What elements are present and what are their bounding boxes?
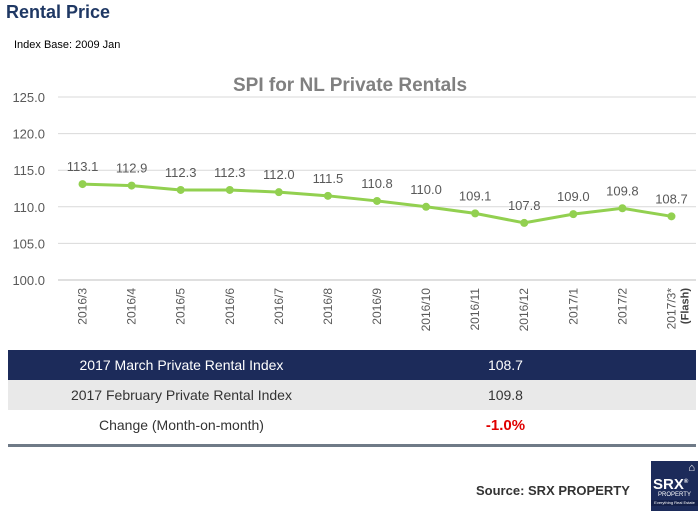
x-tick-label: 2017/1	[566, 288, 580, 325]
x-axis: 2016/3 2016/4 2016/5 2016/6 2016/7 2016/8 2016…	[76, 288, 692, 332]
data-label: 112.0	[263, 167, 295, 182]
data-labels: 113.1 112.9 112.3 112.3 112.0 111.5 110.8 110.0…	[67, 159, 688, 213]
x-tick-label: 2016/9	[370, 288, 384, 325]
data-label: 110.0	[410, 182, 442, 197]
data-point	[618, 204, 627, 213]
srx-logo: ⌂ SRX® PROPERTY Everything Real Estate	[651, 461, 698, 511]
row-value: 108.7	[487, 357, 523, 373]
x-tick-label: 2016/5	[174, 288, 188, 325]
x-tick-label: 2016/10	[419, 288, 433, 332]
data-label: 109.1	[459, 188, 492, 203]
x-tick-label: 2016/4	[125, 288, 139, 325]
table-row: Change (Month-on-month) -1.0%	[8, 410, 696, 440]
row-label: Change (Month-on-month)	[98, 417, 264, 433]
data-point	[274, 188, 283, 197]
y-tick-label: 115.0	[13, 163, 45, 178]
data-point	[667, 212, 676, 221]
data-label: 113.1	[67, 159, 99, 174]
row-value: 109.8	[487, 387, 523, 403]
data-label: 108.7	[655, 191, 688, 206]
table-bottom-divider	[8, 444, 696, 447]
data-point	[373, 196, 381, 205]
change-value: -1.0%	[485, 416, 526, 434]
logo-tagline: Everything Real Estate	[651, 500, 698, 506]
data-label: 112.3	[165, 165, 197, 180]
data-point	[225, 185, 234, 194]
row-label: 2017 March Private Rental Index	[79, 357, 284, 373]
table-row: 2017 February Private Rental Index 109.8	[8, 380, 696, 410]
table-row: 2017 March Private Rental Index 108.7	[8, 350, 696, 380]
data-point	[78, 180, 87, 189]
data-point	[471, 209, 480, 218]
y-tick-label: 105.0	[12, 236, 45, 251]
y-tick-label: 120.0	[12, 127, 45, 142]
x-tick-label: 2016/8	[321, 288, 335, 325]
data-point	[569, 210, 578, 219]
data-point	[520, 218, 529, 227]
data-label: 109.0	[557, 189, 590, 204]
x-tick-label: 2016/6	[223, 288, 237, 325]
summary-table: 2017 March Private Rental Index 108.7 20…	[8, 350, 696, 440]
logo-brand: SRX®	[653, 476, 689, 493]
home-icon: ⌂	[688, 462, 695, 474]
chart-title: SPI for NL Private Rentals	[233, 75, 467, 96]
data-label: 110.8	[361, 176, 393, 191]
x-tick-label: 2016/12	[517, 288, 531, 332]
data-label: 109.8	[606, 183, 639, 198]
x-tick-label: 2017/3*	[664, 288, 678, 330]
y-tick-label: 100.0	[12, 273, 45, 288]
x-tick-label: 2016/7	[272, 288, 286, 325]
data-point	[422, 202, 431, 211]
data-point	[176, 185, 185, 194]
data-point	[127, 181, 136, 190]
gridlines	[58, 96, 696, 281]
logo-subtitle: PROPERTY	[658, 492, 691, 498]
data-label: 112.3	[214, 165, 246, 180]
rental-index-line-chart: SPI for NL Private Rentals 100.0 105.0 110…	[12, 75, 696, 332]
source-note: Source: SRX PROPERTY	[476, 483, 630, 498]
data-label: 112.9	[116, 161, 148, 176]
y-tick-label: 110.0	[13, 200, 45, 215]
x-tick-label: 2016/11	[468, 288, 482, 331]
row-label: 2017 February Private Rental Index	[70, 387, 292, 403]
y-axis: 100.0 105.0 110.0 115.0 120.0 125.0	[12, 90, 45, 288]
index-base-note: Index Base: 2009 Jan	[14, 39, 121, 51]
data-point	[323, 191, 332, 200]
x-tick-label: 2016/3	[76, 288, 90, 325]
logo-trademark: ®	[683, 479, 689, 485]
y-tick-label: 125.0	[12, 90, 45, 105]
data-points	[78, 180, 676, 227]
data-label: 111.5	[313, 171, 344, 186]
x-tick-note: (Flash)	[679, 288, 691, 324]
page-title: Rental Price	[6, 2, 111, 22]
data-label: 107.8	[508, 198, 541, 213]
x-tick-label: 2017/2	[615, 288, 629, 325]
